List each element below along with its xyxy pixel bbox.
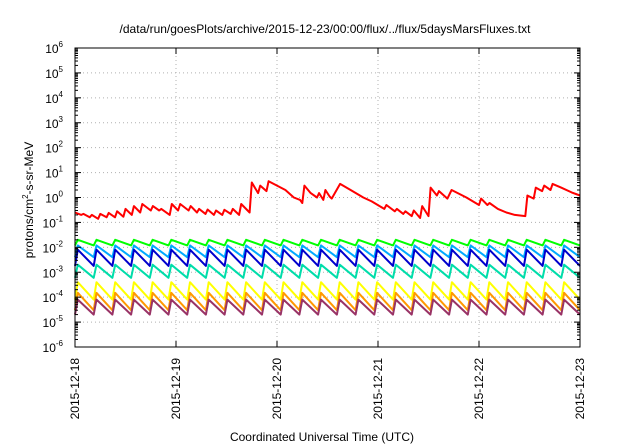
y-tick-label: 105 [45, 65, 63, 81]
series-line-4 [74, 248, 581, 267]
y-axis-label-sup: 2 [21, 194, 30, 199]
series-line-3 [74, 244, 581, 259]
x-axis-label: Coordinated Universal Time (UTC) [230, 430, 414, 444]
y-tick-label: 103 [45, 115, 63, 131]
y-tick-label: 10-4 [43, 289, 64, 305]
x-tick-label: 2015-12-22 [472, 358, 486, 420]
y-axis-label: protons/cm2-s-sr-MeV [21, 142, 36, 258]
series-line-2 [74, 238, 581, 247]
y-tick-label: 104 [45, 90, 63, 106]
y-tick-label: 10-3 [43, 264, 64, 280]
y-tick-label: 10-6 [43, 339, 64, 355]
y-tick-label: 100 [45, 190, 63, 206]
series-line-1 [74, 180, 581, 220]
x-tick-label: 2015-12-18 [68, 358, 82, 420]
x-tick-label: 2015-12-21 [371, 358, 385, 420]
y-tick-label: 102 [45, 140, 63, 156]
y-axis-label-base: protons/cm [22, 199, 36, 258]
series-line-7 [74, 291, 581, 312]
y-tick-label: 101 [45, 165, 63, 181]
series-line-8 [74, 298, 581, 316]
x-tick-label: 2015-12-23 [573, 358, 587, 420]
series-line-6 [74, 281, 581, 301]
y-axis-label-rest: -s-sr-MeV [22, 142, 36, 195]
y-tick-label: 106 [45, 40, 63, 56]
x-tick-label: 2015-12-20 [270, 358, 284, 420]
chart-title: /data/run/goesPlots/archive/2015-12-23/0… [120, 22, 532, 36]
x-axis: 2015-12-18 2015-12-19 2015-12-20 2015-12-21… [68, 48, 587, 419]
series-line-5 [74, 263, 581, 279]
y-tick-label: 10-2 [43, 239, 64, 255]
y-tick-label: 10-5 [43, 314, 64, 330]
x-tick-label: 2015-12-19 [169, 358, 183, 420]
grid-lines [75, 48, 580, 347]
y-tick-label: 10-1 [43, 214, 64, 230]
series-layer [74, 180, 581, 316]
